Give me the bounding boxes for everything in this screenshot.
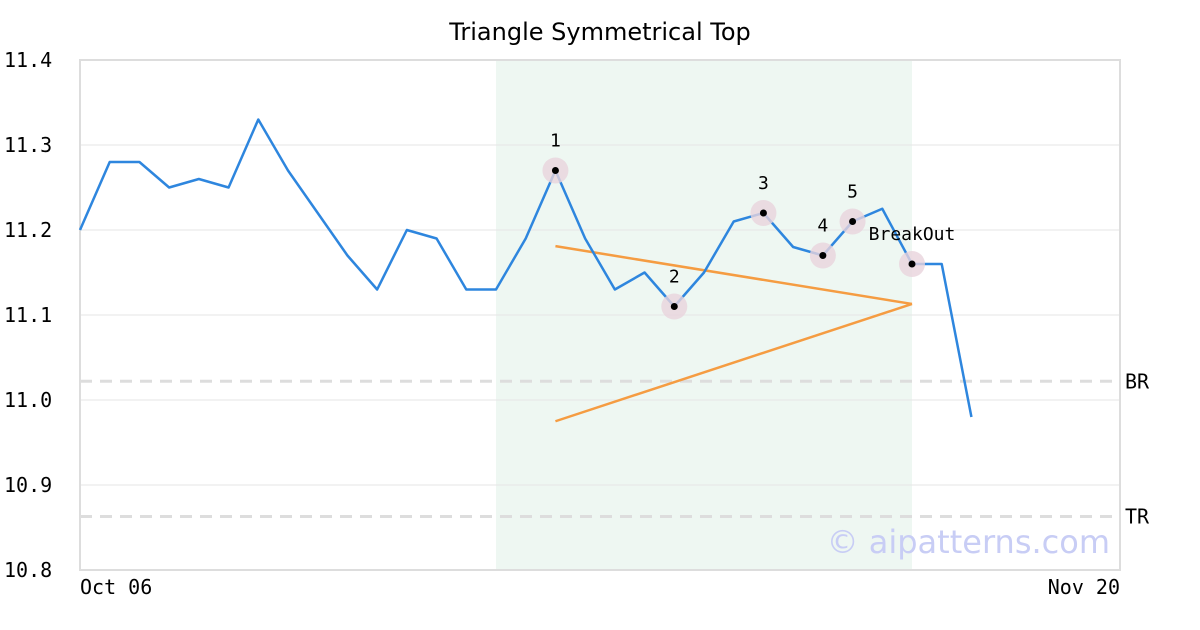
pivot-point [670,303,678,310]
plot-frame [79,59,1121,571]
pivot-point [551,167,559,174]
pivot-label: 1 [550,131,561,152]
reference-label: BR [1125,369,1150,393]
trend-line [555,302,913,423]
y-tick-label: 11.2 [4,218,52,242]
y-tick-label: 11.0 [4,388,52,412]
x-tick-label: Nov 20 [1048,575,1120,599]
y-tick-label: 11.4 [4,48,52,72]
chart-title: Triangle Symmetrical Top [448,18,751,46]
y-tick-label: 11.3 [4,133,52,157]
watermark: © aipatterns.com [827,523,1110,561]
pivot-point [819,252,827,259]
trend-line [555,244,913,306]
pivot-point [849,218,857,225]
x-tick-label: Oct 06 [80,575,152,599]
pivot-label: 4 [817,216,828,237]
pivot-label: 5 [847,182,858,203]
pivot-label: 2 [669,267,680,288]
y-tick-label: 11.1 [4,303,52,327]
pivot-label: 3 [758,173,769,194]
pivot-point [759,209,767,217]
reference-label: TR [1125,504,1150,528]
pivot-label: BreakOut [869,224,956,245]
pivot-point [908,260,916,268]
y-tick-label: 10.8 [4,558,52,582]
y-tick-label: 10.9 [4,473,52,497]
